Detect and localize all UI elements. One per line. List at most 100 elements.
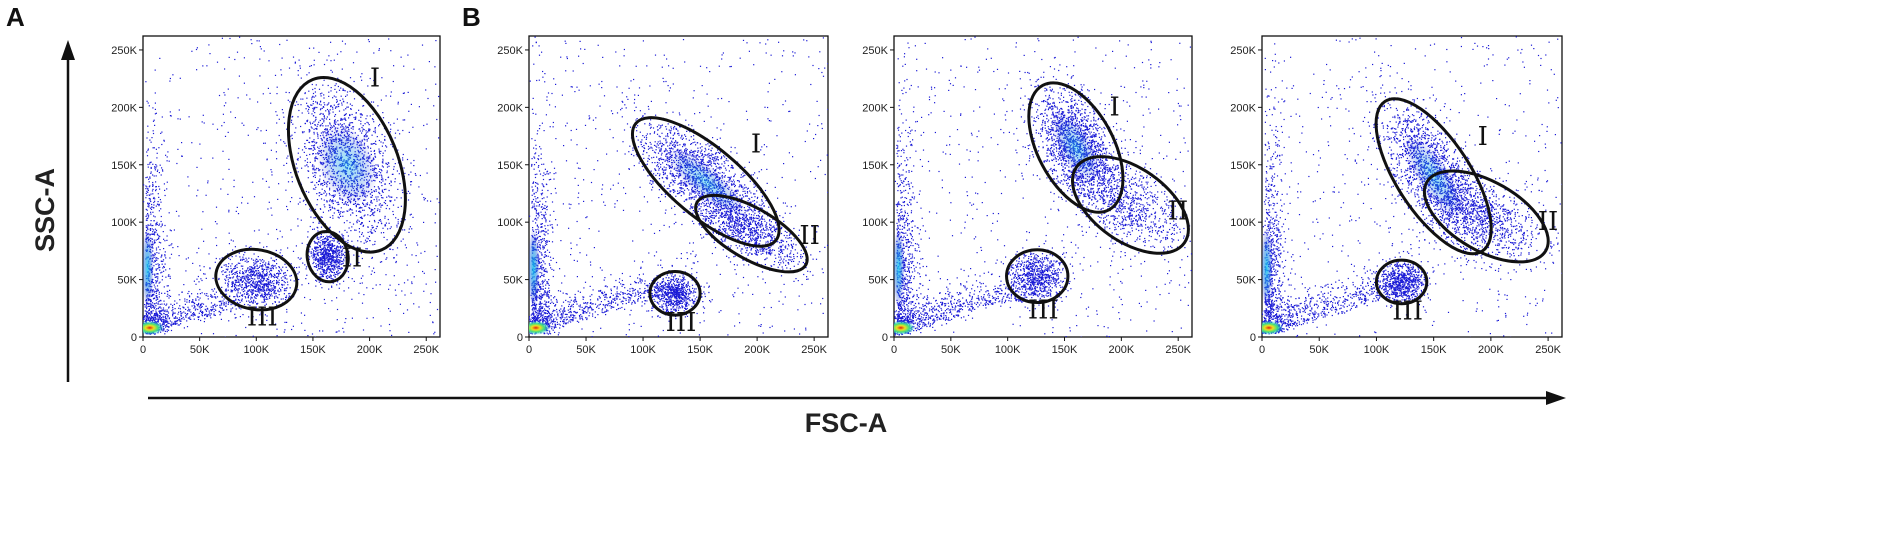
event-dot: [334, 115, 336, 117]
event-dot: [379, 203, 381, 205]
event-dot: [160, 174, 162, 176]
event-dot: [346, 231, 348, 233]
event-dot: [155, 282, 157, 284]
event-dot: [179, 319, 181, 321]
event-dot: [315, 128, 317, 130]
event-dot: [164, 254, 166, 256]
event-dot: [215, 237, 217, 239]
event-dot: [308, 191, 310, 193]
event-dot: [149, 305, 151, 307]
event-dot: [308, 282, 310, 285]
event-cloud: [138, 36, 440, 337]
event-dot: [378, 204, 380, 206]
event-dot: [373, 150, 375, 152]
event-dot: [329, 274, 331, 276]
event-dot: [257, 294, 259, 296]
event-dot: [332, 256, 335, 259]
event-dot: [397, 103, 399, 105]
event-dot: [177, 118, 179, 120]
event-dot: [261, 293, 263, 295]
event-dot: [341, 267, 343, 269]
event-dot: [361, 207, 363, 209]
event-dot: [238, 75, 240, 77]
event-dot: [326, 277, 329, 279]
event-dot: [199, 297, 201, 299]
event-dot: [324, 191, 326, 193]
event-dot: [201, 279, 203, 282]
event-dot: [378, 48, 380, 50]
event-dot: [165, 304, 167, 306]
event-dot: [205, 310, 208, 312]
event-dot: [259, 272, 261, 274]
event-dot: [138, 326, 139, 327]
event-dot: [337, 123, 339, 125]
event-dot: [375, 140, 377, 142]
event-dot: [313, 47, 315, 49]
event-dot: [331, 264, 333, 267]
event-dot: [172, 323, 175, 325]
event-dot: [255, 306, 257, 308]
event-dot: [336, 201, 338, 204]
event-dot: [334, 273, 336, 276]
event-dot: [245, 284, 247, 286]
event-dot: [415, 255, 417, 257]
event-dot: [162, 323, 164, 325]
event-dot: [188, 116, 190, 118]
event-dot: [276, 86, 278, 88]
event-dot: [332, 196, 335, 198]
event-dot: [319, 280, 321, 282]
event-dot: [160, 307, 162, 309]
event-dot: [149, 176, 151, 178]
event-dot: [193, 280, 195, 282]
event-dot: [153, 254, 155, 256]
event-dot: [251, 291, 253, 293]
event-dot: [326, 193, 328, 195]
event-dot: [281, 236, 283, 238]
event-dot: [331, 259, 333, 261]
event-dot: [319, 262, 321, 265]
event-dot: [300, 219, 302, 221]
event-dot: [173, 323, 175, 325]
event-dot: [208, 310, 210, 312]
event-dot: [283, 288, 286, 290]
event-dot: [247, 276, 249, 278]
event-dot: [320, 236, 322, 238]
event-dot: [146, 186, 148, 188]
event-dot: [247, 267, 249, 269]
event-dot: [322, 113, 324, 115]
event-dot: [276, 304, 278, 306]
event-dot: [259, 292, 261, 294]
event-dot: [382, 112, 384, 114]
event-dot: [314, 87, 316, 90]
event-dot: [310, 252, 312, 255]
event-dot: [158, 264, 160, 266]
event-dot: [338, 250, 340, 252]
event-dot: [157, 263, 159, 265]
event-dot: [225, 293, 227, 295]
event-dot: [361, 302, 364, 304]
event-dot: [242, 268, 244, 270]
event-dot: [319, 265, 321, 267]
event-dot: [323, 97, 325, 99]
event-dot: [395, 260, 397, 263]
event-dot: [356, 220, 358, 222]
event-dot: [321, 248, 323, 250]
event-dot: [314, 171, 316, 174]
event-dot: [322, 106, 324, 108]
event-dot: [395, 217, 397, 219]
event-dot: [153, 316, 155, 318]
event-dot: [248, 316, 250, 318]
event-dot: [319, 178, 321, 180]
event-dot: [384, 225, 387, 227]
event-dot: [326, 254, 328, 256]
event-dot: [303, 199, 305, 201]
event-dot: [201, 302, 203, 305]
event-dot: [321, 107, 323, 109]
event-dot: [227, 193, 229, 195]
event-dot: [259, 75, 261, 77]
event-dot: [341, 254, 343, 256]
event-dot: [322, 251, 324, 254]
event-dot: [178, 324, 180, 326]
event-dot: [397, 223, 399, 225]
event-dot: [343, 203, 345, 205]
